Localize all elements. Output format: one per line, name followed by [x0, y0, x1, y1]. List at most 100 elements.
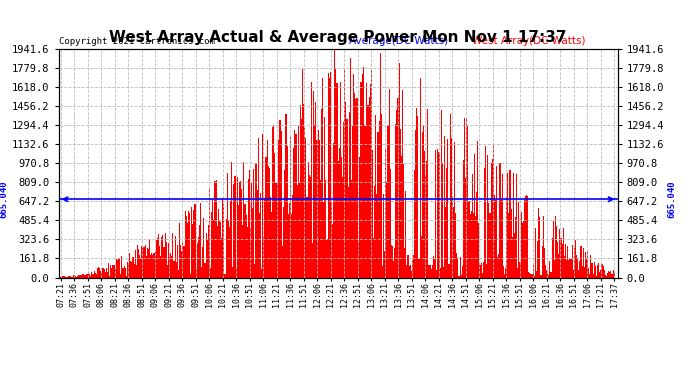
Bar [100, 272, 101, 278]
Bar [598, 262, 599, 278]
Bar [120, 274, 121, 278]
Bar [421, 236, 422, 278]
Bar [215, 180, 217, 278]
Bar [593, 262, 595, 278]
Bar [547, 274, 549, 278]
Bar [400, 129, 401, 278]
Bar [176, 262, 177, 278]
Bar [61, 276, 63, 278]
Bar [284, 170, 286, 278]
Bar [426, 160, 427, 278]
Bar [101, 273, 102, 278]
Bar [270, 197, 271, 278]
Bar [138, 249, 139, 278]
Bar [65, 277, 66, 278]
Bar [109, 276, 110, 278]
Bar [141, 246, 142, 278]
Bar [495, 200, 496, 278]
Bar [574, 248, 575, 278]
Bar [240, 182, 241, 278]
Bar [410, 265, 411, 278]
Bar [448, 264, 450, 278]
Bar [478, 223, 480, 278]
Bar [304, 128, 306, 278]
Bar [132, 257, 133, 278]
Bar [89, 274, 90, 278]
Text: Average(DC Watts): Average(DC Watts) [349, 36, 448, 46]
Bar [69, 276, 70, 278]
Bar [564, 256, 565, 278]
Bar [555, 216, 556, 278]
Bar [472, 174, 473, 278]
Bar [314, 124, 315, 278]
Bar [124, 266, 125, 278]
Bar [533, 265, 534, 278]
Bar [128, 263, 129, 278]
Bar [248, 178, 249, 278]
Bar [331, 201, 332, 278]
Bar [589, 274, 591, 278]
Bar [292, 195, 293, 278]
Bar [116, 258, 117, 278]
Bar [444, 136, 445, 278]
Bar [453, 207, 454, 278]
Bar [416, 108, 417, 278]
Bar [161, 237, 162, 278]
Bar [542, 246, 543, 278]
Bar [288, 203, 290, 278]
Bar [137, 245, 138, 278]
Bar [66, 277, 67, 278]
Bar [97, 268, 98, 278]
Bar [556, 226, 557, 278]
Bar [396, 111, 397, 278]
Bar [462, 266, 463, 278]
Bar [366, 83, 368, 278]
Bar [144, 247, 145, 278]
Bar [92, 274, 94, 278]
Bar [187, 223, 188, 278]
Bar [433, 256, 434, 278]
Bar [536, 271, 537, 278]
Bar [394, 249, 395, 278]
Bar [392, 246, 393, 278]
Bar [371, 70, 372, 278]
Bar [531, 274, 533, 278]
Bar [181, 251, 182, 278]
Bar [202, 247, 204, 278]
Bar [350, 58, 351, 278]
Bar [148, 249, 149, 278]
Bar [206, 233, 207, 278]
Bar [464, 118, 465, 278]
Text: 665.040: 665.040 [668, 180, 677, 218]
Bar [514, 232, 515, 278]
Bar [105, 272, 106, 278]
Bar [403, 164, 404, 278]
Bar [342, 177, 343, 278]
Bar [195, 270, 197, 278]
Bar [208, 225, 209, 278]
Bar [558, 254, 560, 278]
Bar [189, 213, 190, 278]
Bar [485, 146, 486, 278]
Bar [516, 174, 518, 278]
Bar [362, 74, 363, 278]
Bar [469, 214, 471, 278]
Bar [436, 270, 437, 278]
Bar [438, 152, 440, 278]
Bar [238, 205, 239, 278]
Bar [412, 258, 413, 278]
Bar [474, 154, 475, 278]
Bar [522, 223, 523, 278]
Bar [427, 109, 428, 278]
Bar [475, 216, 476, 278]
Bar [83, 275, 85, 278]
Bar [569, 258, 571, 278]
Bar [126, 276, 127, 278]
Bar [319, 180, 321, 278]
Bar [335, 68, 337, 278]
Bar [230, 201, 231, 278]
Bar [182, 241, 184, 278]
Bar [441, 110, 442, 278]
Bar [303, 104, 304, 278]
Bar [512, 237, 513, 278]
